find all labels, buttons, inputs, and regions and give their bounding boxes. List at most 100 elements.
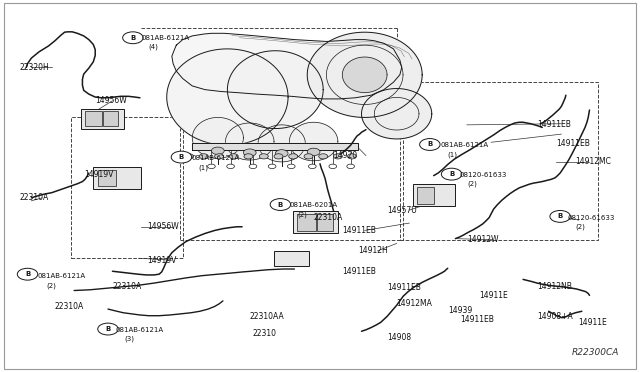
Polygon shape: [172, 33, 402, 99]
Text: (2): (2): [297, 212, 307, 218]
Polygon shape: [289, 122, 338, 161]
Circle shape: [347, 164, 355, 169]
Text: 22310A: 22310A: [20, 193, 49, 202]
Circle shape: [98, 323, 118, 335]
Circle shape: [308, 164, 316, 169]
Circle shape: [550, 211, 570, 222]
FancyBboxPatch shape: [81, 109, 124, 129]
Circle shape: [348, 154, 356, 159]
Text: B: B: [106, 326, 111, 332]
Bar: [71, 118, 182, 258]
Text: 081AB-6121A: 081AB-6121A: [440, 142, 488, 148]
Text: 14911EB: 14911EB: [461, 315, 494, 324]
Polygon shape: [192, 118, 243, 158]
FancyBboxPatch shape: [274, 251, 308, 266]
Circle shape: [259, 154, 268, 159]
Text: 14912MA: 14912MA: [397, 299, 433, 308]
Text: B: B: [278, 202, 283, 208]
Text: 22310A: 22310A: [55, 302, 84, 311]
FancyBboxPatch shape: [317, 214, 333, 231]
Text: 14911E: 14911E: [479, 291, 508, 300]
Circle shape: [274, 154, 283, 159]
Circle shape: [289, 154, 298, 159]
Circle shape: [244, 154, 253, 159]
Bar: [400, 82, 598, 240]
Circle shape: [319, 154, 328, 159]
Text: 14919V: 14919V: [84, 170, 113, 179]
FancyBboxPatch shape: [417, 187, 434, 204]
Circle shape: [304, 154, 313, 159]
Text: B: B: [25, 271, 30, 277]
Text: 081AB-6121A: 081AB-6121A: [141, 35, 189, 41]
Circle shape: [243, 149, 256, 156]
Text: (3): (3): [125, 336, 134, 342]
Circle shape: [249, 164, 257, 169]
Polygon shape: [342, 57, 387, 93]
Text: R22300CA: R22300CA: [572, 348, 619, 357]
Text: B: B: [131, 35, 136, 41]
Text: 14911EB: 14911EB: [537, 121, 571, 129]
Polygon shape: [307, 32, 422, 118]
Text: (2): (2): [47, 282, 56, 289]
Text: B: B: [449, 171, 454, 177]
Circle shape: [420, 138, 440, 150]
Text: 14957U: 14957U: [387, 206, 417, 215]
Text: 08120-61633: 08120-61633: [568, 215, 615, 221]
FancyBboxPatch shape: [413, 184, 455, 206]
Text: 14912W: 14912W: [467, 235, 499, 244]
Circle shape: [229, 154, 238, 159]
Circle shape: [214, 154, 223, 159]
Text: 14908: 14908: [387, 333, 411, 343]
Text: 22310: 22310: [253, 329, 277, 338]
Text: (1): (1): [448, 151, 458, 158]
Text: 081AB-6121A: 081AB-6121A: [38, 273, 86, 279]
Circle shape: [442, 168, 462, 180]
Text: 14912NB: 14912NB: [537, 282, 572, 291]
Circle shape: [287, 164, 295, 169]
Circle shape: [207, 164, 215, 169]
Text: 14956W: 14956W: [95, 96, 127, 105]
Circle shape: [268, 164, 276, 169]
Text: 14912MC: 14912MC: [575, 157, 611, 166]
Text: 14908+A: 14908+A: [537, 312, 573, 321]
Text: 08120-61633: 08120-61633: [460, 172, 507, 178]
Text: (4): (4): [149, 44, 159, 50]
Text: 14911EB: 14911EB: [342, 267, 376, 276]
Circle shape: [123, 32, 143, 44]
Text: 081AB-6201A: 081AB-6201A: [289, 202, 337, 208]
FancyBboxPatch shape: [98, 170, 116, 186]
Polygon shape: [227, 51, 323, 129]
FancyBboxPatch shape: [103, 111, 118, 126]
Polygon shape: [258, 125, 305, 162]
Text: 14912H: 14912H: [358, 246, 388, 255]
Circle shape: [307, 148, 320, 155]
Text: 14911EB: 14911EB: [387, 283, 421, 292]
Text: B: B: [179, 154, 184, 160]
FancyBboxPatch shape: [292, 211, 338, 234]
Text: (2): (2): [575, 224, 586, 230]
Circle shape: [172, 151, 191, 163]
Text: 14911EB: 14911EB: [342, 226, 376, 235]
Text: 081AB-6121A: 081AB-6121A: [191, 155, 239, 161]
FancyBboxPatch shape: [85, 111, 102, 126]
Text: 14956W: 14956W: [148, 222, 179, 231]
Text: 14911E: 14911E: [579, 318, 607, 327]
Text: B: B: [557, 214, 563, 219]
Text: 22310A: 22310A: [314, 213, 343, 222]
Circle shape: [333, 154, 342, 159]
Polygon shape: [167, 49, 288, 145]
Text: 14911EB: 14911EB: [556, 139, 590, 148]
Polygon shape: [192, 143, 358, 150]
Text: 14919V: 14919V: [148, 256, 177, 264]
Text: 22320H: 22320H: [20, 63, 50, 72]
Bar: [179, 95, 403, 240]
Circle shape: [184, 154, 193, 159]
Text: B: B: [428, 141, 433, 147]
Polygon shape: [362, 89, 432, 139]
FancyBboxPatch shape: [297, 214, 316, 231]
Circle shape: [275, 150, 288, 157]
Text: 22310AA: 22310AA: [250, 312, 285, 321]
Text: 081AB-6121A: 081AB-6121A: [116, 327, 164, 333]
Polygon shape: [225, 123, 274, 160]
Circle shape: [270, 199, 291, 211]
